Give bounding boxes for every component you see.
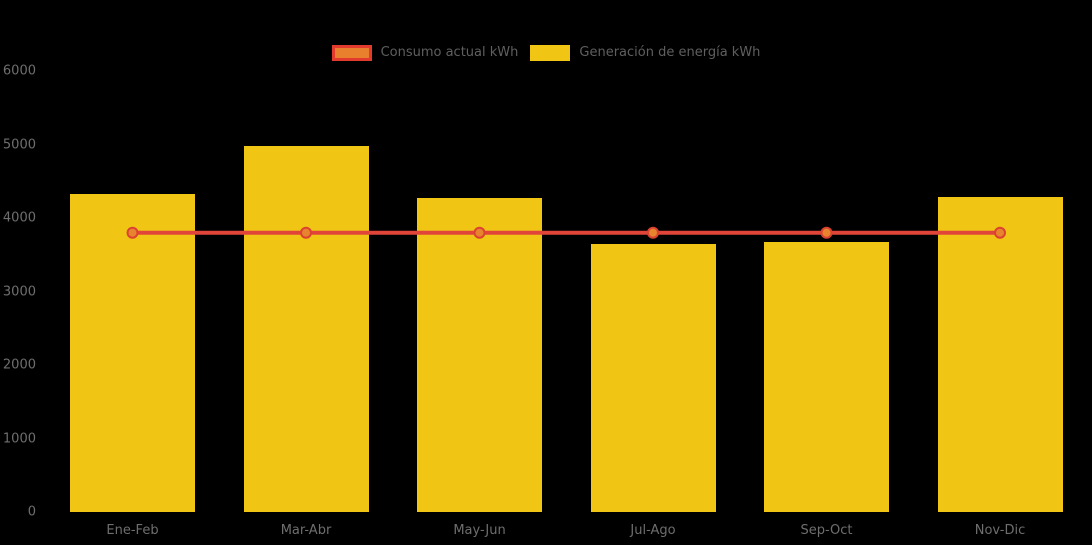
x-tick-label-mar-abr: Mar-Abr [280,523,332,538]
line-marker-jul-ago[interactable] [647,226,659,239]
y-tick-label-1000: 1000 [2,431,36,446]
x-tick-label-nov-dic: Nov-Dic [974,523,1026,538]
legend-swatch-line-icon [331,45,372,61]
legend-swatch-bar-icon [530,45,571,61]
legend: Consumo actual kWh Generación de energía… [0,45,1092,61]
y-tick-label-4000: 4000 [2,210,36,226]
line-marker-sep-oct[interactable] [820,226,833,239]
bar-mar-abr[interactable] [243,145,369,512]
bar-nov-dic[interactable] [937,196,1063,512]
x-tick-label-may-jun: May-Jun [453,523,506,538]
x-tick-label-ene-feb: Ene-Feb [106,523,159,538]
y-tick-label-5000: 5000 [2,137,36,152]
y-tick-label-0: 0 [27,504,36,520]
y-tick-label-3000: 3000 [2,284,36,299]
x-tick-label-sep-oct: Sep-Oct [800,523,853,538]
legend-label-generacion-energia: Generación de energía kWh [579,45,761,60]
y-tick-label-2000: 2000 [2,357,36,373]
y-tick-label-6000: 6000 [2,63,36,79]
legend-item-consumo-actual[interactable]: Consumo actual kWh [331,45,519,61]
bar-may-jun[interactable] [417,198,542,512]
x-tick-label-jul-ago: Jul-Ago [630,523,676,538]
line-marker-ene-feb[interactable] [126,226,139,239]
bar-sep-oct[interactable] [764,242,889,512]
line-marker-may-jun[interactable] [473,226,486,239]
legend-item-generacion-energia[interactable]: Generación de energía kWh [530,45,760,61]
line-marker-mar-abr[interactable] [300,226,312,239]
line-marker-nov-dic[interactable] [994,226,1006,239]
bar-jul-ago[interactable] [590,243,716,512]
bar-ene-feb[interactable] [70,194,195,512]
legend-label-consumo-actual: Consumo actual kWh [380,45,519,60]
